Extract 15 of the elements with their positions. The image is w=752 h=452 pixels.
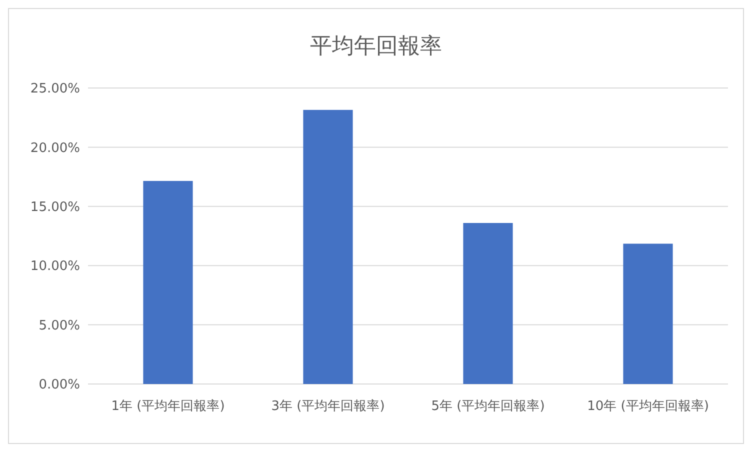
bar bbox=[623, 244, 673, 384]
y-tick-label: 25.00% bbox=[30, 82, 80, 97]
bar bbox=[143, 180, 193, 384]
bar bbox=[463, 222, 513, 384]
y-tick-label: 10.00% bbox=[30, 259, 80, 274]
x-tick-label: 1年 (平均年回報率) bbox=[111, 398, 225, 414]
y-tick-label: 15.00% bbox=[30, 200, 80, 215]
chart-title: 平均年回報率 bbox=[310, 34, 442, 59]
x-tick-label: 3年 (平均年回報率) bbox=[271, 398, 385, 414]
x-tick-label: 10年 (平均年回報率) bbox=[587, 398, 709, 414]
y-tick-label: 0.00% bbox=[38, 378, 80, 393]
y-tick-label: 20.00% bbox=[30, 140, 80, 156]
x-tick-label: 5年 (平均年回報率) bbox=[431, 398, 545, 414]
y-tick-label: 5.00% bbox=[38, 318, 80, 334]
bar bbox=[303, 110, 353, 384]
